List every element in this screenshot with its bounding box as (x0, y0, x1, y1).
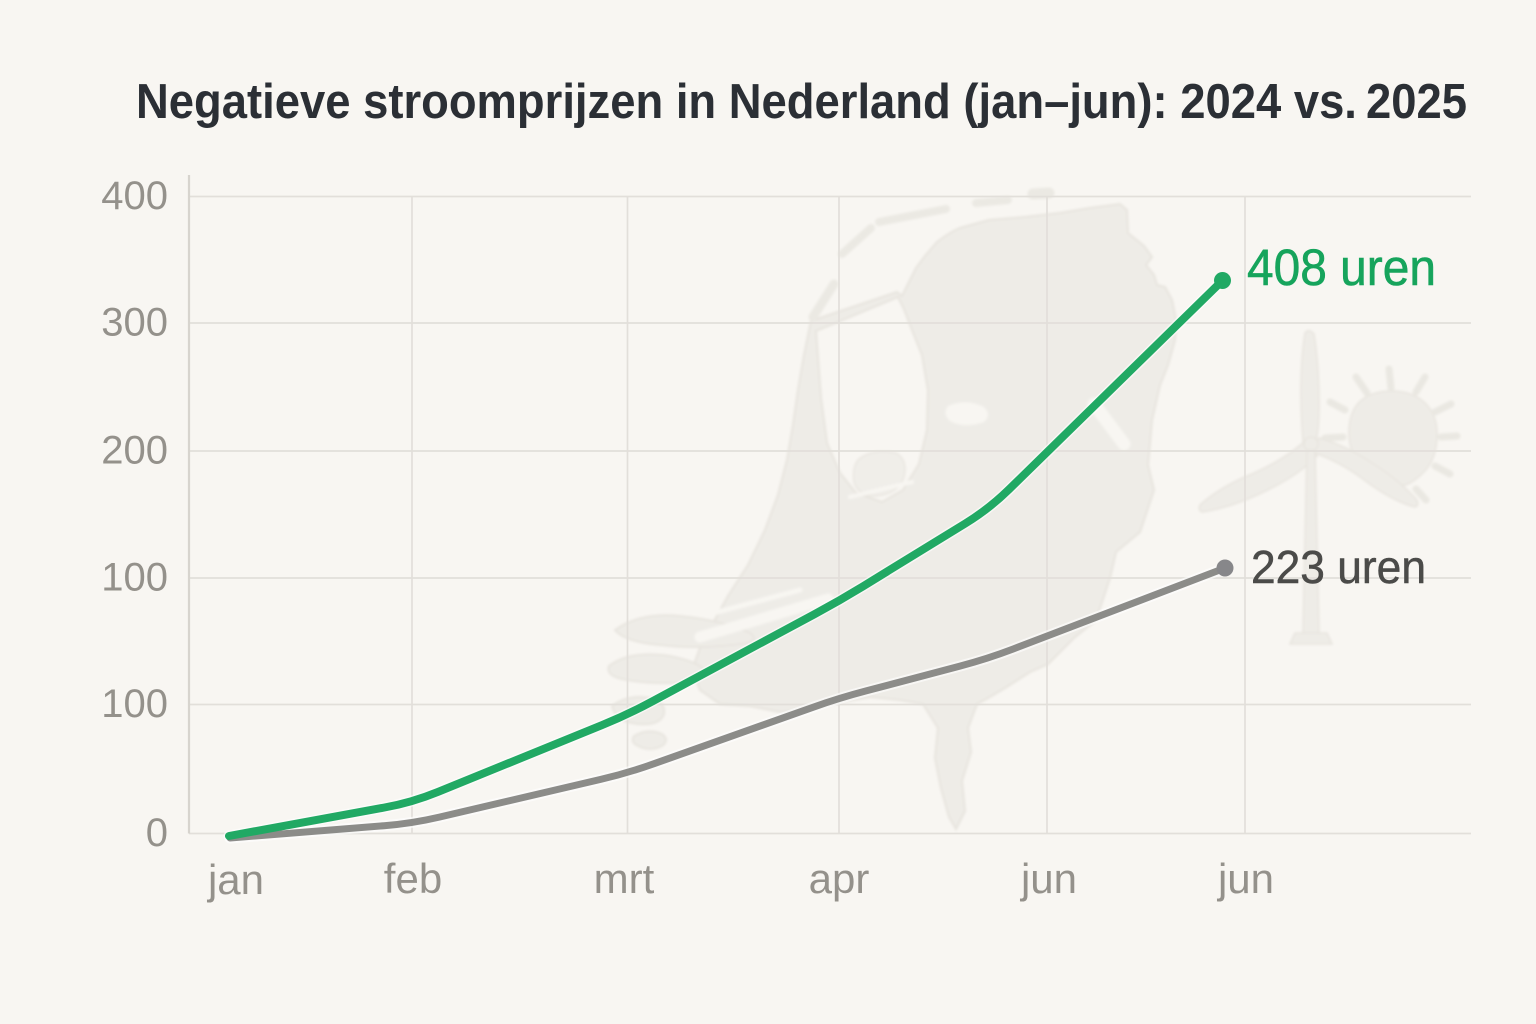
svg-text:400: 400 (101, 174, 168, 218)
svg-text:mrt: mrt (594, 855, 655, 902)
svg-text:223 uren: 223 uren (1251, 541, 1426, 593)
svg-text:apr: apr (809, 855, 870, 902)
svg-text:100: 100 (101, 682, 168, 726)
svg-text:0: 0 (146, 811, 168, 855)
svg-text:Negatieve stroomprijzen in Ned: Negatieve stroomprijzen in Nederland (ja… (136, 75, 1467, 129)
svg-text:200: 200 (101, 429, 168, 473)
svg-text:jun: jun (1019, 855, 1077, 902)
svg-text:jun: jun (1216, 855, 1274, 902)
svg-text:100: 100 (101, 556, 168, 600)
svg-text:300: 300 (101, 301, 168, 345)
svg-text:408 uren: 408 uren (1247, 239, 1436, 296)
svg-text:feb: feb (384, 855, 442, 902)
svg-text:jan: jan (206, 856, 264, 903)
